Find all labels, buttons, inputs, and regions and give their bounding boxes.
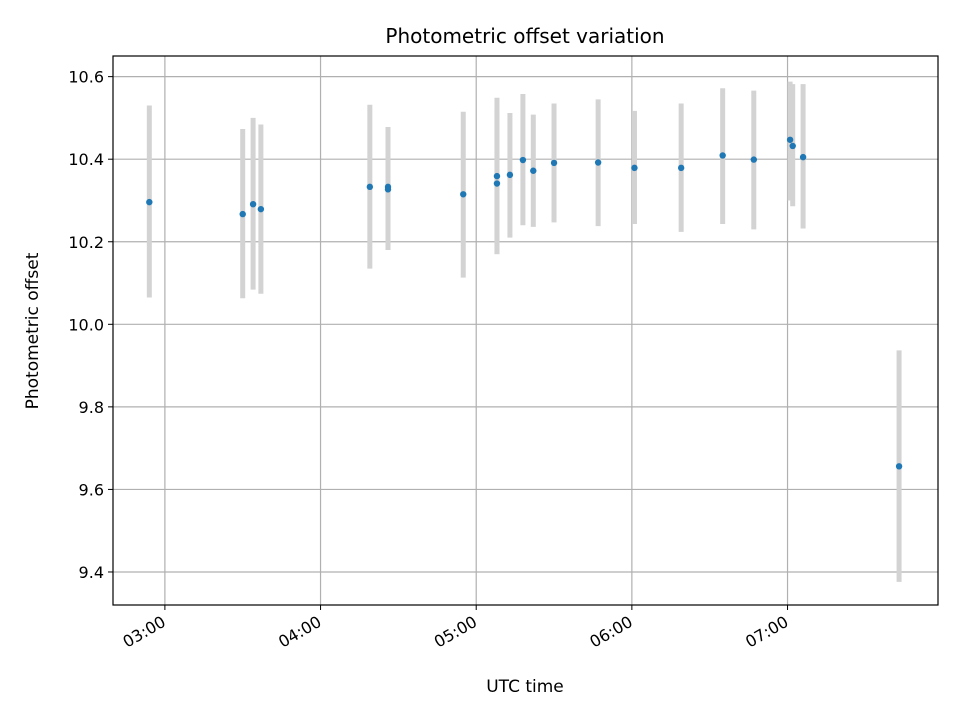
data-point — [786, 136, 794, 143]
x-axis-label: UTC time — [486, 677, 564, 697]
data-point — [249, 200, 257, 208]
error-bars — [146, 81, 902, 582]
data-point — [594, 159, 602, 166]
data-point — [366, 183, 374, 191]
data-point — [550, 159, 558, 167]
data-point — [530, 167, 537, 174]
data-point — [493, 180, 501, 187]
data-point — [384, 186, 392, 193]
data-point — [750, 156, 758, 163]
y-axis-ticks: 9.4 9.6 9.8 10.0 10.2 10.4 10.6 — [68, 68, 113, 582]
x-axis-ticks: 03:00 04:00 05:00 06:00 07:00 — [119, 605, 792, 652]
x-tick-label: 06:00 — [586, 612, 635, 652]
data-point — [257, 205, 265, 213]
data-point — [719, 152, 726, 159]
data-point — [677, 164, 685, 172]
data-point — [460, 191, 467, 198]
y-tick-label: 10.6 — [68, 68, 104, 87]
x-tick-label: 05:00 — [431, 612, 480, 652]
x-tick-label: 07:00 — [742, 612, 791, 652]
data-point — [895, 463, 903, 470]
plot-frame — [112, 55, 939, 606]
y-tick-label: 10.0 — [68, 315, 104, 334]
x-tick-label: 04:00 — [275, 612, 324, 652]
x-tick-label: 03:00 — [119, 612, 168, 652]
data-point — [506, 171, 514, 179]
grid — [113, 56, 938, 605]
y-tick-label: 10.4 — [68, 150, 104, 169]
data-point — [239, 210, 246, 218]
data-point — [519, 156, 527, 164]
data-point — [493, 172, 501, 180]
y-tick-label: 9.8 — [79, 398, 104, 417]
data-point — [146, 198, 153, 206]
chart-title: Photometric offset variation — [385, 24, 664, 48]
y-tick-label: 9.6 — [79, 480, 104, 499]
y-tick-label: 9.4 — [79, 563, 104, 582]
data-point — [631, 164, 638, 172]
y-tick-label: 10.2 — [68, 233, 104, 252]
y-axis-label: Photometric offset — [23, 252, 43, 409]
data-point — [799, 153, 807, 161]
data-point — [789, 142, 796, 150]
data-points — [146, 136, 903, 470]
